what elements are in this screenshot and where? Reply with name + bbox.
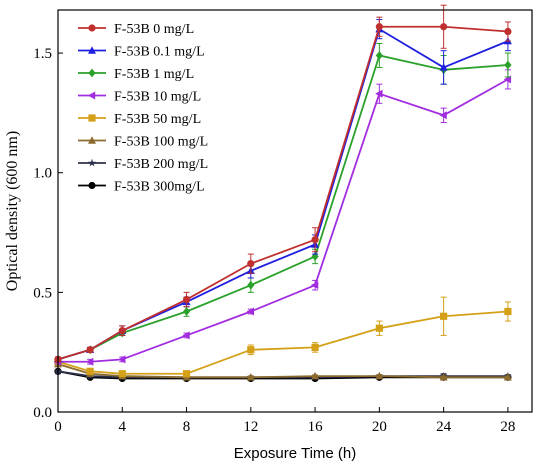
data-point	[247, 280, 255, 290]
legend-item: F-53B 50 mg/L	[78, 112, 201, 127]
data-point	[182, 331, 190, 340]
data-point	[375, 324, 383, 332]
data-point	[375, 89, 383, 98]
data-point	[311, 236, 319, 244]
x-tick-label: 4	[119, 419, 127, 435]
data-point	[504, 60, 512, 70]
data-point	[375, 51, 383, 60]
y-axis-title: Optical density (600 nm)	[4, 131, 21, 291]
legend-marker	[88, 24, 96, 32]
legend-marker	[88, 181, 96, 190]
plot-frame	[57, 9, 533, 413]
legend-label: F-53B 300mg/L	[114, 180, 205, 195]
data-point	[440, 312, 448, 320]
legend-marker	[88, 114, 96, 122]
data-point	[118, 370, 126, 378]
data-point	[439, 63, 448, 71]
series-group	[54, 296, 512, 378]
legend-item: F-53B 0 mg/L	[78, 22, 194, 37]
legend-item: F-53B 200 mg/L	[78, 157, 208, 172]
data-point	[246, 307, 255, 316]
x-axis-title: Exposure Time (h)	[234, 445, 357, 462]
data-point	[439, 373, 448, 381]
legend-marker	[88, 46, 96, 54]
legend-item: F-53B 10 mg/L	[78, 90, 201, 105]
data-point	[118, 355, 126, 364]
legend-label: F-53B 0.1 mg/L	[114, 45, 205, 60]
series-line	[57, 310, 508, 375]
legend-marker	[88, 136, 96, 144]
data-point	[86, 367, 94, 375]
data-point	[118, 327, 126, 335]
legend-label: F-53B 0 mg/L	[114, 22, 194, 37]
y-tick-label: 0.0	[33, 405, 52, 421]
y-tick-label: 1.5	[33, 46, 52, 62]
legend-item: F-53B 100 mg/L	[78, 135, 208, 150]
legend-label: F-53B 10 mg/L	[114, 90, 201, 105]
data-point	[311, 371, 320, 380]
legend-label: F-53B 200 mg/L	[114, 157, 208, 172]
x-tick-label: 8	[183, 419, 191, 435]
legend-marker	[88, 158, 96, 167]
y-tick-label: 1.0	[33, 166, 52, 182]
data-point	[375, 23, 383, 31]
data-point	[182, 307, 191, 316]
ticks-layer: 0 4 8 12 16 20 24 28 0.0 0.5 1.0 1.5	[33, 46, 515, 435]
data-point	[311, 343, 319, 351]
legend-item: F-53B 300mg/L	[78, 180, 205, 195]
legend-label: F-53B 1 mg/L	[114, 67, 194, 82]
legend-marker	[88, 68, 96, 78]
legend-label: F-53B 50 mg/L	[114, 112, 201, 127]
x-tick-label: 24	[436, 419, 452, 435]
data-point	[246, 373, 255, 381]
data-point	[311, 252, 319, 261]
x-tick-label: 16	[308, 419, 324, 435]
data-point	[503, 373, 512, 381]
data-point	[247, 346, 255, 354]
x-tick-label: 28	[500, 419, 515, 435]
data-point	[504, 27, 512, 36]
data-point	[85, 357, 94, 366]
data-point	[504, 307, 512, 316]
data-point	[375, 371, 384, 380]
data-point	[440, 23, 448, 31]
data-point	[86, 346, 94, 354]
x-tick-label: 20	[372, 419, 387, 435]
data-point	[247, 260, 255, 268]
legend-item: F-53B 0.1 mg/L	[78, 45, 205, 60]
data-point	[182, 295, 191, 304]
x-tick-label: 12	[243, 419, 258, 435]
legend-marker	[87, 91, 96, 100]
y-tick-label: 0.5	[33, 285, 52, 301]
legend-item: F-53B 1 mg/L	[78, 67, 194, 82]
legend-label: F-53B 100 mg/L	[114, 135, 208, 150]
data-point	[439, 111, 447, 120]
data-point	[310, 281, 319, 290]
x-tick-label: 0	[54, 419, 62, 435]
data-point	[182, 370, 191, 378]
legend: F-53B 0 mg/L F-53B 0.1 mg/L F-53B 1 mg/L F-…	[78, 22, 208, 195]
